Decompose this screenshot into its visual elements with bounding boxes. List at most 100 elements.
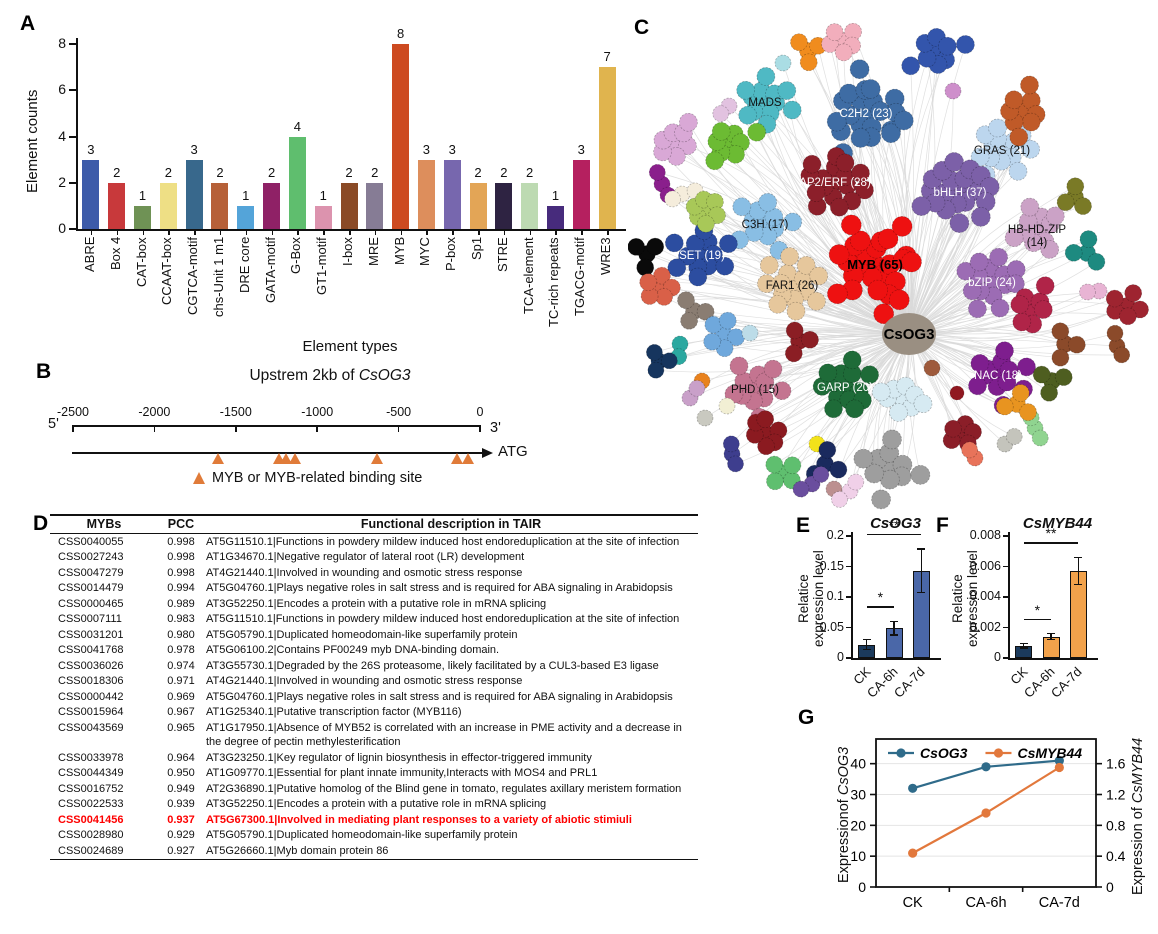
panel-b-legend-text: MYB or MYB-related binding site bbox=[212, 470, 423, 486]
table-cell: 0.964 bbox=[167, 751, 195, 764]
cluster-label: SET (19) bbox=[679, 250, 725, 262]
table-cell: AT3G23250.1|Key regulator of lignin bios… bbox=[206, 751, 592, 764]
network-node bbox=[873, 303, 895, 325]
network-node bbox=[774, 54, 792, 72]
network-node bbox=[786, 301, 806, 321]
panel-c-network: CsOG3 MADS C2H2 (23) AP2/ERF (28) GRAS (21) b… bbox=[628, 22, 1149, 510]
table-row: CSS0022533 0.939 AT3G52250.1|Encodes a pro… bbox=[50, 797, 698, 813]
y-tick-label: 0.008 bbox=[969, 528, 1001, 542]
network-node bbox=[790, 33, 808, 52]
significance-label: * bbox=[1034, 601, 1041, 618]
table-cell: CSS0028980 bbox=[58, 829, 124, 842]
cluster-label: NAC (18) bbox=[974, 370, 1022, 382]
network-node bbox=[968, 299, 987, 319]
network-node bbox=[824, 399, 843, 419]
network-node bbox=[756, 410, 775, 428]
network-node bbox=[718, 311, 737, 330]
network-node bbox=[911, 196, 932, 216]
x-tick-label: WRE3 bbox=[598, 237, 614, 275]
bar bbox=[237, 205, 255, 229]
table-row: CSS0000465 0.989 AT3G52250.1|Encodes a pro… bbox=[50, 596, 698, 612]
bar-value: 8 bbox=[396, 26, 405, 41]
network-node bbox=[696, 409, 714, 427]
table-cell: 0.978 bbox=[167, 644, 195, 657]
network-node bbox=[715, 256, 735, 276]
x-tick bbox=[116, 231, 119, 235]
x-tick bbox=[323, 231, 325, 235]
network-edge bbox=[735, 154, 910, 335]
panel-a-xlabel: Element types bbox=[302, 338, 398, 355]
data-point bbox=[981, 808, 991, 818]
network-node bbox=[970, 147, 990, 167]
cluster-label: GRAS (21) bbox=[974, 145, 1030, 157]
network-node bbox=[1113, 346, 1131, 364]
network-node bbox=[910, 465, 931, 485]
panel-label-d: D bbox=[33, 512, 49, 535]
x-tick bbox=[581, 231, 583, 235]
network-node bbox=[628, 238, 646, 256]
y-tick bbox=[846, 565, 851, 568]
network-node bbox=[829, 197, 849, 217]
network-node bbox=[990, 298, 1010, 318]
bar-value: 2 bbox=[113, 164, 121, 180]
x-tick-label: G-Box bbox=[288, 237, 304, 274]
table-cell: CSS0018306 bbox=[58, 675, 124, 688]
table-row: CSS0031201 0.980 AT5G05790.1|Duplicated ho… bbox=[50, 627, 698, 643]
y-tick-label: 0.004 bbox=[969, 589, 1001, 603]
bar-value: 2 bbox=[267, 164, 276, 180]
network-node bbox=[802, 154, 822, 174]
error-cap-bottom bbox=[1019, 647, 1028, 649]
significance-line bbox=[1023, 542, 1079, 544]
network-node bbox=[970, 207, 991, 227]
table-row: CSS0024689 0.927 AT5G26660.1|Myb domain pr… bbox=[50, 843, 698, 859]
network-node bbox=[835, 153, 855, 173]
table-row: CSS0014479 0.994 AT5G04760.1|Plays negativ… bbox=[50, 581, 698, 597]
network-node bbox=[719, 234, 738, 254]
panel-label-c: C bbox=[634, 16, 650, 39]
network-node bbox=[847, 473, 865, 491]
binding-site-triangle-icon bbox=[272, 453, 285, 464]
table-cell: 0.969 bbox=[167, 690, 195, 703]
network-node bbox=[1004, 228, 1024, 248]
table-cell: CSS0027243 bbox=[58, 551, 124, 564]
network-node bbox=[834, 43, 853, 62]
table-cell: AT5G04760.1|Plays negative roles in salt… bbox=[206, 690, 673, 703]
bar bbox=[521, 182, 539, 229]
error-cap-top bbox=[1019, 642, 1028, 645]
y-tick bbox=[1003, 596, 1008, 598]
y-tick-label: 0.2 bbox=[826, 528, 844, 542]
panel-f-title: CsMYB44 bbox=[1022, 515, 1093, 532]
table-cell: AT3G52250.1|Encodes a protein with a put… bbox=[206, 597, 547, 610]
table-cell: AT5G11510.1|Functions in powdery mildew … bbox=[206, 535, 680, 548]
panel-b-title-prefix: Upstrem 2kb of bbox=[249, 367, 359, 384]
error-bar bbox=[920, 548, 923, 593]
network-node bbox=[962, 281, 982, 301]
error-cap-bottom bbox=[862, 648, 871, 651]
y-tick-label: 2 bbox=[58, 173, 66, 190]
network-node bbox=[777, 81, 797, 100]
network-node bbox=[1020, 197, 1040, 217]
bar-value: 1 bbox=[242, 187, 250, 203]
x-tick bbox=[374, 231, 377, 235]
panel-g-linechart: Expressionof CsOG3 Expression of CsMYB44… bbox=[788, 702, 1158, 932]
panel-f-barchart: CsMYB44 Relatice expression level 0 0.002 0… bbox=[940, 514, 1140, 710]
table-cell: AT4G21440.1|Involved in wounding and osm… bbox=[206, 675, 523, 688]
significance-label: ** bbox=[1045, 525, 1057, 542]
network-node bbox=[667, 258, 687, 278]
table-cell: 0.949 bbox=[167, 782, 195, 795]
network-node bbox=[944, 82, 962, 100]
network-node bbox=[961, 441, 978, 459]
bar bbox=[263, 182, 281, 229]
error-cap-top bbox=[1074, 556, 1083, 559]
network-node bbox=[997, 372, 1017, 392]
cluster-label: AP2/ERF (28) bbox=[799, 177, 871, 189]
network-edge bbox=[658, 333, 910, 362]
network-node bbox=[648, 164, 666, 181]
y-tick-label: 0.1 bbox=[826, 589, 844, 603]
error-cap-bottom bbox=[917, 592, 926, 594]
network-node bbox=[812, 466, 830, 483]
table-cell: 0.983 bbox=[167, 613, 195, 626]
table-cell: AT1G25340.1|Putative transcription facto… bbox=[206, 706, 462, 719]
table-cell: 0.929 bbox=[167, 829, 195, 842]
